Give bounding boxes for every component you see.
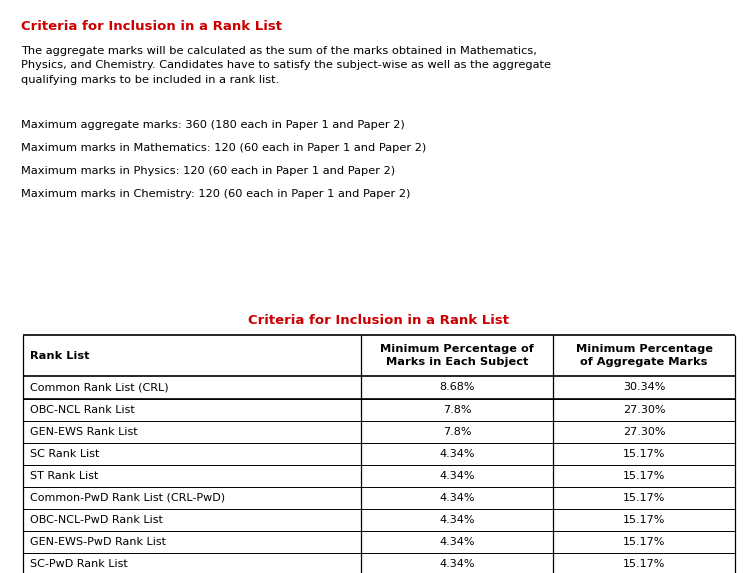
- Text: 8.68%: 8.68%: [439, 383, 475, 393]
- Text: 30.34%: 30.34%: [623, 383, 665, 393]
- Text: Common-PwD Rank List (CRL-PwD): Common-PwD Rank List (CRL-PwD): [30, 493, 225, 503]
- Text: Criteria for Inclusion in a Rank List: Criteria for Inclusion in a Rank List: [247, 314, 509, 327]
- Text: Minimum Percentage of
Marks in Each Subject: Minimum Percentage of Marks in Each Subj…: [380, 344, 534, 367]
- Text: Criteria for Inclusion in a Rank List: Criteria for Inclusion in a Rank List: [21, 20, 282, 33]
- Text: 4.34%: 4.34%: [439, 449, 475, 458]
- Text: 7.8%: 7.8%: [443, 427, 471, 437]
- Text: 15.17%: 15.17%: [623, 559, 665, 569]
- Text: 15.17%: 15.17%: [623, 471, 665, 481]
- Text: Maximum marks in Physics: 120 (60 each in Paper 1 and Paper 2): Maximum marks in Physics: 120 (60 each i…: [21, 166, 395, 176]
- Text: 15.17%: 15.17%: [623, 493, 665, 503]
- Text: SC Rank List: SC Rank List: [30, 449, 100, 458]
- Text: GEN-EWS Rank List: GEN-EWS Rank List: [30, 427, 138, 437]
- Text: SC-PwD Rank List: SC-PwD Rank List: [30, 559, 128, 569]
- Text: 4.34%: 4.34%: [439, 537, 475, 547]
- Text: Common Rank List (CRL): Common Rank List (CRL): [30, 383, 169, 393]
- Text: OBC-NCL Rank List: OBC-NCL Rank List: [30, 405, 135, 414]
- Text: Maximum marks in Mathematics: 120 (60 each in Paper 1 and Paper 2): Maximum marks in Mathematics: 120 (60 ea…: [21, 143, 426, 153]
- Text: Maximum marks in Chemistry: 120 (60 each in Paper 1 and Paper 2): Maximum marks in Chemistry: 120 (60 each…: [21, 189, 411, 199]
- Text: 15.17%: 15.17%: [623, 537, 665, 547]
- Text: Rank List: Rank List: [30, 351, 90, 361]
- Text: 27.30%: 27.30%: [623, 405, 665, 414]
- Text: The aggregate marks will be calculated as the sum of the marks obtained in Mathe: The aggregate marks will be calculated a…: [21, 46, 551, 85]
- Text: 4.34%: 4.34%: [439, 515, 475, 525]
- Text: 4.34%: 4.34%: [439, 471, 475, 481]
- Text: Minimum Percentage
of Aggregate Marks: Minimum Percentage of Aggregate Marks: [575, 344, 713, 367]
- Text: GEN-EWS-PwD Rank List: GEN-EWS-PwD Rank List: [30, 537, 166, 547]
- Text: 4.34%: 4.34%: [439, 559, 475, 569]
- Text: 7.8%: 7.8%: [443, 405, 471, 414]
- Text: ST Rank List: ST Rank List: [30, 471, 98, 481]
- Text: 27.30%: 27.30%: [623, 427, 665, 437]
- Text: OBC-NCL-PwD Rank List: OBC-NCL-PwD Rank List: [30, 515, 163, 525]
- Text: Maximum aggregate marks: 360 (180 each in Paper 1 and Paper 2): Maximum aggregate marks: 360 (180 each i…: [21, 120, 405, 130]
- Text: 15.17%: 15.17%: [623, 449, 665, 458]
- Text: 4.34%: 4.34%: [439, 493, 475, 503]
- Text: 15.17%: 15.17%: [623, 515, 665, 525]
